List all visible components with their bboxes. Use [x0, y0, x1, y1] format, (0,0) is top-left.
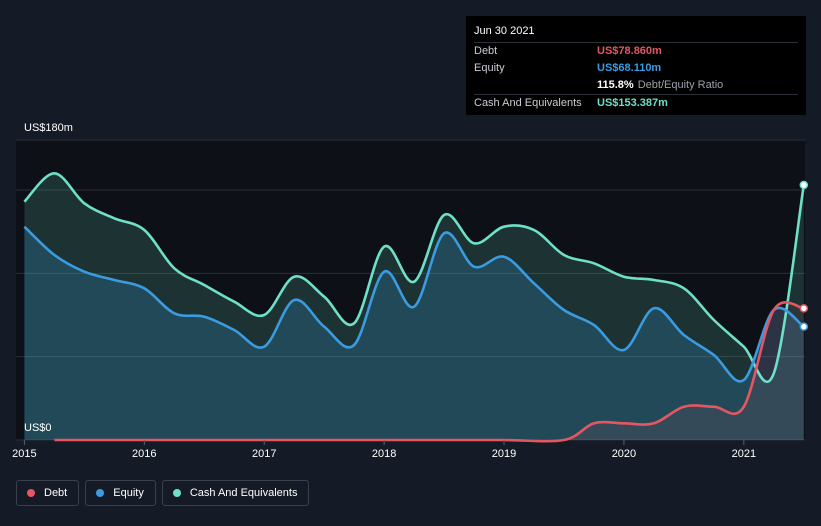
- equity-dot-icon: [96, 489, 105, 497]
- x-tick-label: 2016: [132, 448, 156, 460]
- equity-area: [24, 226, 804, 440]
- cash-dot-icon: [172, 489, 181, 497]
- debt-area: [54, 302, 804, 442]
- tooltip-date: Jun 30 2021: [474, 25, 535, 37]
- tooltip-value: 115.8%: [597, 79, 634, 91]
- equity-line: [23, 225, 805, 383]
- cash-and-equivalents-end-point: [799, 180, 809, 190]
- x-tick-label: 2015: [12, 448, 36, 460]
- tooltip-row-debt: Debt US$78.860m: [474, 42, 798, 60]
- tooltip-row-ratio: 115.8% Debt/Equity Ratio: [474, 77, 798, 94]
- legend-label: Debt: [44, 487, 68, 499]
- tooltip-label: [474, 77, 597, 94]
- debt-end-point: [799, 304, 809, 313]
- tooltip-row-cash: Cash And Equivalents US$153.387m: [474, 94, 798, 112]
- x-tick-label: 2020: [612, 448, 636, 460]
- legend-item-debt[interactable]: Debt: [16, 480, 80, 506]
- tooltip-value: US$153.387m: [597, 97, 668, 109]
- equity-end-point: [799, 322, 809, 331]
- y-axis-zero-label: US$0: [24, 422, 52, 434]
- legend-label: Equity: [113, 487, 144, 499]
- tooltip-row-equity: Equity US$68.110m: [474, 60, 798, 77]
- x-tick-layer: 2015 2016 2017 2018 2019 2020 2021: [12, 440, 756, 460]
- tooltip-value: US$68.110m: [597, 62, 662, 74]
- tooltip-value: US$78.860m: [597, 45, 662, 57]
- legend-label: Cash And Equivalents: [189, 487, 298, 499]
- tooltip-ratio-caption: Debt/Equity Ratio: [637, 79, 724, 91]
- debt-dot-icon: [27, 489, 35, 497]
- chart-legend: Debt Equity Cash And Equivalents: [16, 480, 310, 506]
- tooltip-label: Equity: [474, 62, 505, 74]
- debt-line: [54, 301, 805, 443]
- x-tick-label: 2017: [252, 448, 276, 460]
- y-axis-max-label: US$180m: [24, 122, 73, 134]
- cash-and-equivalents-line: [23, 171, 806, 384]
- x-tick-label: 2018: [372, 448, 396, 460]
- data-tooltip: Jun 30 2021 Debt US$78.860m Equity US$68…: [466, 16, 806, 115]
- tooltip-label: Debt: [474, 45, 498, 57]
- tooltip-label: Cash And Equivalents: [474, 97, 582, 109]
- legend-item-equity[interactable]: Equity: [85, 480, 156, 506]
- x-tick-label: 2019: [492, 448, 516, 460]
- legend-item-cash[interactable]: Cash And Equivalents: [161, 480, 310, 506]
- line-layer: [23, 171, 809, 443]
- x-tick-label: 2021: [732, 448, 756, 460]
